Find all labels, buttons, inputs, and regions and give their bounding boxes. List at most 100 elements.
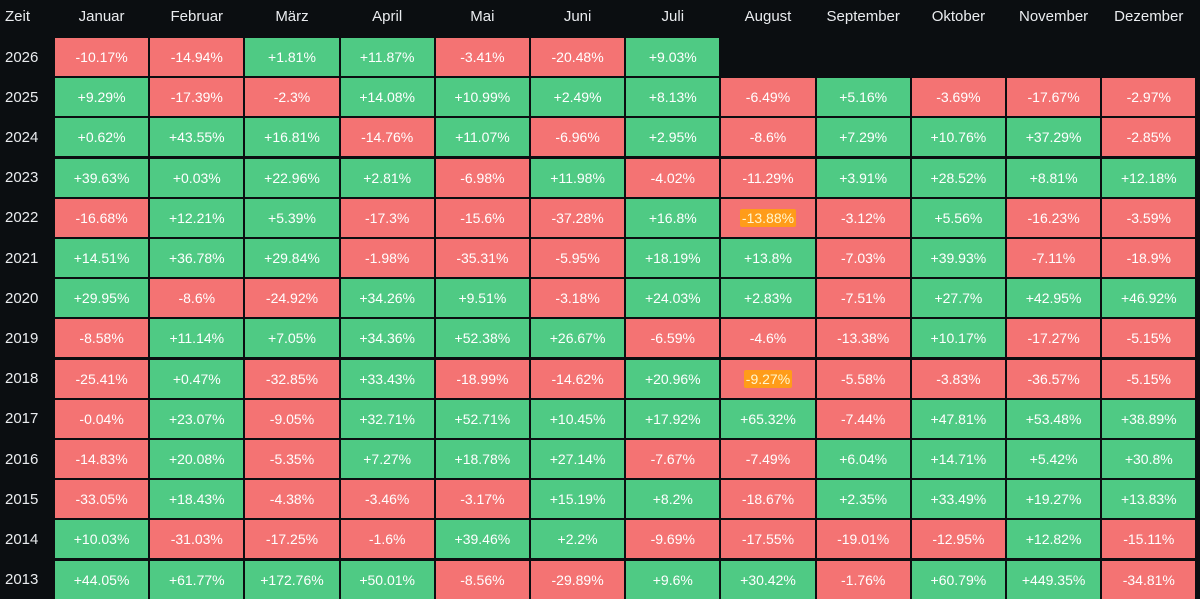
cell-value: +9.29% [77, 89, 126, 106]
heatmap-cell: -2.3% [245, 78, 339, 117]
cell-value: -16.68% [75, 209, 128, 226]
heatmap-cell: -3.83% [911, 359, 1005, 398]
heatmap-cell: -11.29% [721, 158, 815, 197]
heatmap-cell: +8.81% [1007, 158, 1101, 197]
cell-value: -7.49% [745, 451, 791, 467]
heatmap-cell: +20.08% [150, 440, 244, 478]
cell-value: -17.3% [365, 209, 410, 226]
month-header-märz: März [275, 8, 309, 25]
cell-value: +11.98% [550, 169, 605, 186]
cell-value: -31.03% [170, 531, 223, 548]
month-header-oktober: Oktober [931, 8, 986, 25]
cell-value: +449.35% [1021, 571, 1086, 588]
cell-value: -2.97% [1126, 89, 1171, 106]
cell-value: -1.6% [368, 531, 406, 548]
cell-value: -0.04% [79, 410, 124, 427]
heatmap-cell: +10.17% [911, 319, 1005, 358]
heatmap-cell: -16.23% [1007, 198, 1101, 237]
cell-value: +5.39% [268, 209, 316, 226]
year-label-2016: 2016 [5, 450, 39, 468]
cell-value: +11.14% [169, 330, 225, 347]
heatmap-cell: -18.67% [721, 480, 815, 519]
year-label-2024: 2024 [5, 128, 39, 146]
heatmap-cell: +52.38% [435, 319, 529, 358]
cell-value: +43.55% [168, 129, 225, 146]
heatmap-cell: -3.17% [435, 480, 529, 519]
heatmap-cell: -14.76% [340, 118, 434, 157]
cell-value: +13.83% [1120, 491, 1177, 508]
cell-value: +18.19% [644, 250, 701, 266]
heatmap-cell: +7.27% [340, 440, 434, 478]
heatmap-cell: +34.26% [340, 279, 434, 318]
cell-value: +8.13% [648, 89, 697, 106]
cell-value: -5.15% [1126, 370, 1171, 387]
heatmap-cell: -4.6% [721, 319, 815, 358]
cell-value: +2.35% [839, 491, 888, 508]
cell-value: -17.55% [741, 531, 795, 548]
heatmap-cell: +22.96% [245, 158, 339, 197]
heatmap-cell: -8.58% [55, 319, 149, 358]
year-label-2014: 2014 [5, 530, 39, 548]
month-header-januar: Januar [78, 8, 125, 25]
cell-value: -14.94% [170, 49, 223, 65]
cell-value: -5.95% [555, 250, 600, 266]
heatmap-cell: +65.32% [721, 399, 815, 438]
cell-value: +3.91% [839, 169, 888, 186]
cell-value: +28.52% [930, 169, 987, 186]
cell-value: +32.71% [359, 410, 416, 427]
cell-value: +46.92% [1120, 290, 1177, 307]
heatmap-cell: -7.67% [626, 440, 720, 478]
cell-value: +2.49% [553, 89, 602, 106]
heatmap-cell: +449.35% [1007, 560, 1101, 599]
heatmap-cell: +18.78% [435, 440, 529, 478]
cell-value: +44.05% [73, 571, 130, 588]
cell-value: -8.6% [749, 129, 787, 146]
cell-value: -24.92% [265, 290, 319, 307]
heatmap-cell: -5.35% [245, 440, 339, 478]
heatmap-cell: +12.21% [150, 198, 244, 237]
cell-value: +8.2% [652, 491, 693, 508]
heatmap-cell: -9.27% [721, 359, 815, 398]
heatmap-cell: +2.35% [816, 480, 910, 519]
cell-value: +1.81% [268, 49, 316, 65]
heatmap-cell: -17.39% [150, 78, 244, 117]
year-label-2021: 2021 [5, 249, 39, 267]
heatmap-cell: +2.83% [721, 279, 815, 318]
heatmap-cell: -2.85% [1102, 118, 1196, 157]
cell-value: +27.7% [934, 290, 983, 307]
heatmap-cell: -17.27% [1007, 319, 1101, 358]
cell-value: -7.51% [841, 290, 886, 307]
cell-value: -7.11% [1031, 250, 1076, 266]
cell-value: -18.99% [456, 370, 509, 387]
cell-value: -5.15% [1126, 330, 1171, 347]
heatmap-cell: -3.46% [340, 480, 434, 519]
heatmap-cell: -8.6% [721, 118, 815, 157]
heatmap-cell: +23.07% [150, 399, 244, 438]
cell-value: +13.8% [744, 250, 792, 266]
cell-value: +10.03% [73, 531, 130, 548]
year-label-2022: 2022 [5, 209, 39, 227]
heatmap-cell: -14.62% [531, 359, 625, 398]
heatmap-cell: +11.14% [150, 319, 244, 358]
cell-value: +17.92% [644, 410, 701, 427]
month-header-august: August [744, 8, 792, 25]
cell-value: -6.49% [745, 89, 791, 106]
cell-value: -14.62% [551, 370, 604, 387]
heatmap-cell: -5.95% [531, 239, 625, 277]
cell-value: -7.44% [841, 410, 886, 427]
cell-value: +29.95% [73, 290, 130, 307]
heatmap-cell: -3.69% [911, 78, 1005, 117]
cell-value: -32.85% [265, 370, 319, 387]
heatmap-cell: -5.15% [1102, 359, 1196, 398]
heatmap-cell: +32.71% [340, 399, 434, 438]
cell-value: -18.9% [1126, 250, 1171, 266]
heatmap-cell: -7.11% [1007, 239, 1101, 277]
cell-value: +14.71% [930, 451, 987, 467]
cell-value: +2.83% [744, 290, 792, 307]
heatmap-cell: +30.42% [721, 560, 815, 599]
year-label-2015: 2015 [5, 490, 39, 508]
month-header-september: September [826, 8, 900, 25]
cell-value: +34.26% [359, 290, 416, 307]
cell-value: +50.01% [359, 571, 416, 588]
